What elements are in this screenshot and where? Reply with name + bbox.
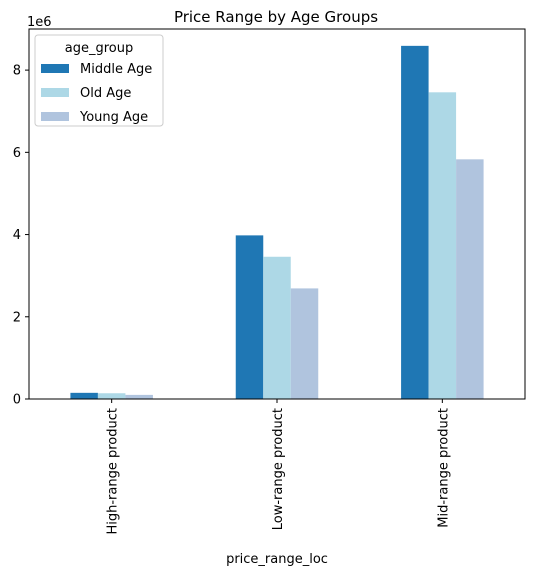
bar	[263, 256, 291, 399]
y-tick-label: 2	[13, 310, 21, 325]
legend-swatch	[41, 64, 69, 73]
x-tick-label: High-range product	[106, 408, 121, 535]
legend-box	[34, 34, 164, 127]
bar	[290, 288, 319, 399]
y-tick-label: 4	[13, 228, 21, 243]
bar	[125, 394, 153, 399]
legend-title: age_group	[65, 41, 133, 56]
legend-swatch	[41, 88, 69, 97]
bar	[97, 393, 126, 399]
y-tick-label: 0	[13, 393, 21, 408]
bars-layer	[70, 45, 484, 400]
legend-label: Young Age	[79, 110, 148, 125]
bar	[456, 159, 484, 399]
x-tick-label: Mid-range product	[436, 408, 451, 528]
y-offset-label: 1e6	[27, 15, 52, 30]
y-tick-label: 6	[13, 146, 21, 161]
x-axis-label: price_range_loc	[226, 552, 328, 567]
y-tick-label: 8	[13, 64, 21, 79]
legend-label: Middle Age	[80, 62, 152, 77]
bar	[235, 235, 264, 399]
y-axis: 0 2 4 6 8	[13, 64, 29, 408]
x-axis: High-range product Low-range product Mid-r…	[106, 399, 451, 535]
bar	[70, 392, 98, 399]
x-tick-label: Low-range product	[271, 408, 286, 530]
legend-label: Old Age	[80, 86, 131, 101]
bar	[428, 92, 457, 400]
chart-title: Price Range by Age Groups	[174, 8, 378, 26]
bar	[401, 45, 429, 399]
legend: age_group Middle Age Old Age Young Age	[34, 34, 164, 127]
legend-swatch	[41, 112, 69, 121]
